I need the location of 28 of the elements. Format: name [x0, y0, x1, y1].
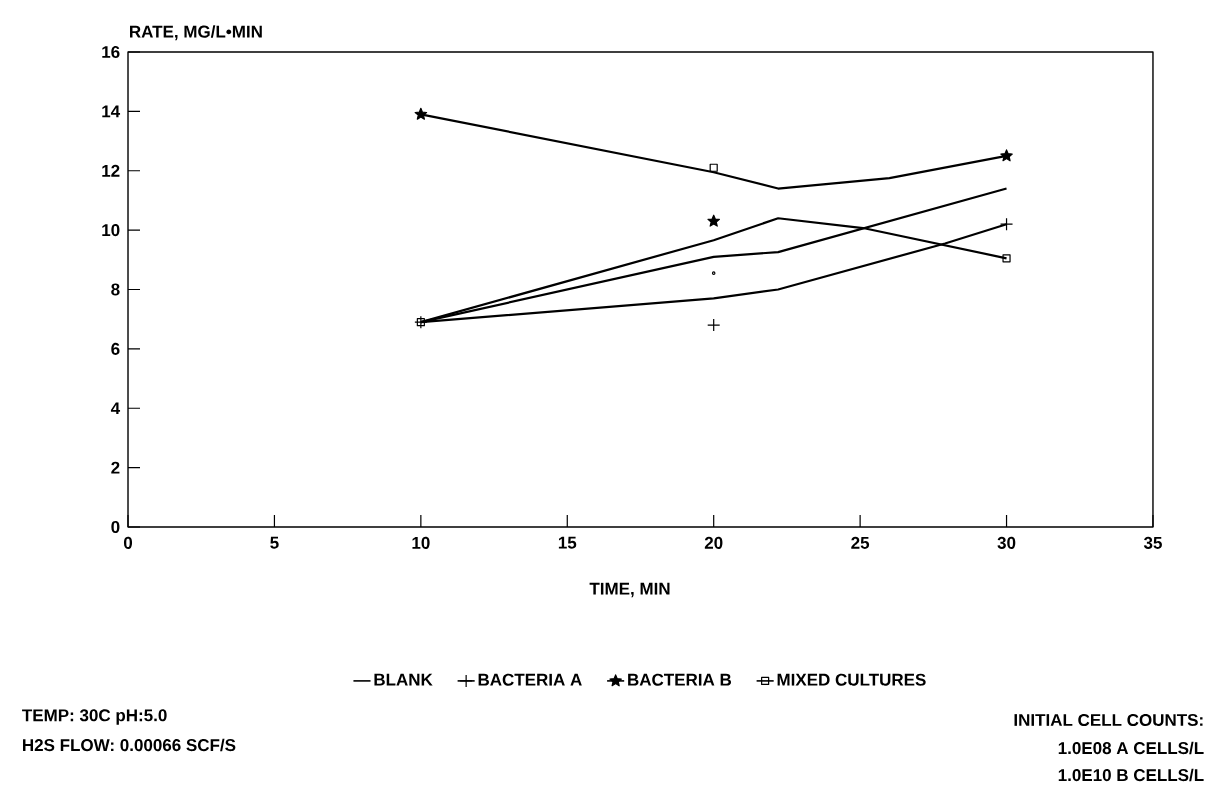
legend-label: BLANK: [374, 673, 433, 686]
y-tick-label: 14: [102, 105, 121, 118]
x-axis-title: TIME, MIN: [589, 582, 670, 598]
legend-label: BACTERIA A: [478, 673, 582, 686]
text: INITIAL CELL COUNTS:: [1014, 713, 1203, 727]
y-tick-label: 4: [110, 402, 121, 415]
y-tick-label: 10: [102, 224, 120, 237]
y-tick-label: 12: [102, 164, 120, 177]
text: H2S FLOW: 0.00066 SCF/S: [23, 738, 236, 752]
y-tick-label: 6: [111, 342, 120, 355]
y-tick-label: 0: [111, 520, 120, 534]
x-tick-label: 15: [558, 536, 577, 549]
y-tick-label: 8: [111, 283, 120, 296]
x-tick-label: 5: [270, 536, 279, 549]
x-tick-label: 35: [1143, 536, 1162, 549]
x-tick-label: 0: [123, 536, 133, 549]
x-tick-label: 25: [851, 536, 870, 549]
y-tick-label: 16: [102, 45, 120, 59]
legend-label: BACTERIA B: [628, 673, 732, 686]
x-tick-label: 30: [997, 536, 1016, 549]
y-axis-title: RATE, MG/L•MIN: [130, 25, 262, 41]
text: 1.0E08 A CELLS/L: [1058, 741, 1204, 755]
text: TEMP: 30C pH:5.0: [22, 709, 167, 725]
y-tick-label: 2: [111, 461, 120, 474]
legend-label: MIXED CULTURES: [777, 673, 926, 686]
x-tick-label: 10: [412, 536, 430, 549]
text: 1.0E10 B CELLS/L: [1058, 768, 1204, 782]
x-tick-label: 20: [704, 536, 723, 549]
